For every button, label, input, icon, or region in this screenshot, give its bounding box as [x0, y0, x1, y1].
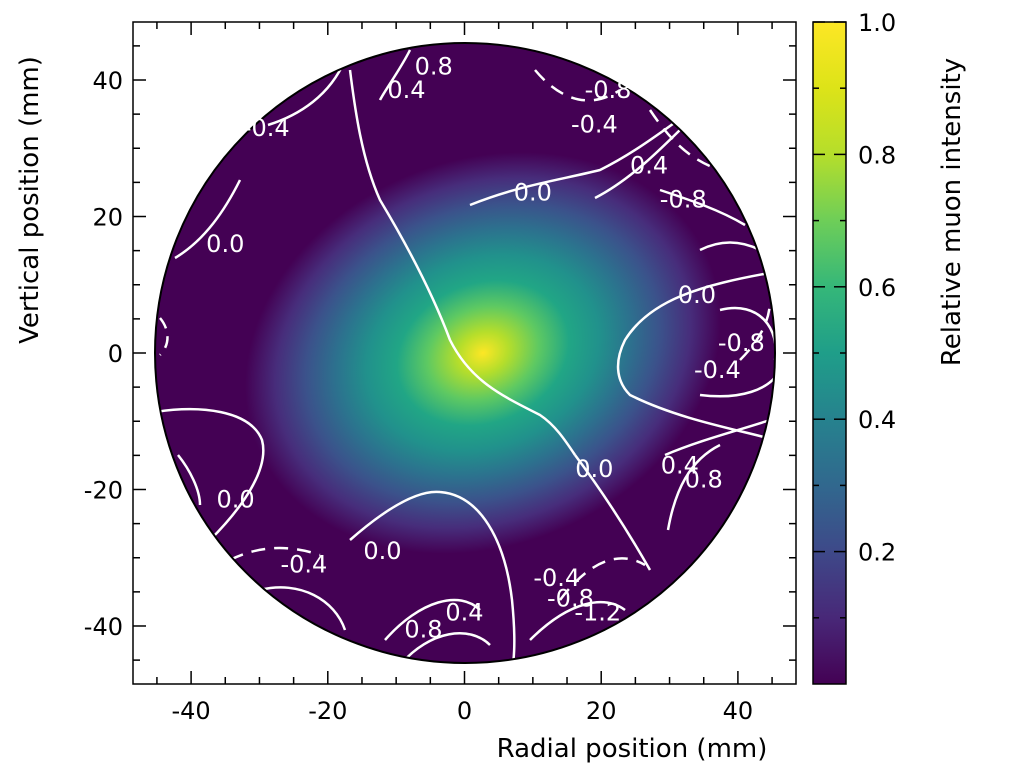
contour-label: 0.4	[445, 598, 483, 626]
contour-line-right-3	[719, 306, 775, 361]
contour-label: 0.4	[630, 151, 668, 179]
contour-line-top-left-2	[267, 59, 347, 127]
contour-label: -1.2	[574, 598, 621, 626]
contour-line-bottom-left-2	[177, 454, 202, 506]
overlay-contours	[155, 49, 775, 663]
y-tick-label: -20	[84, 476, 123, 504]
colorbar-tick-label: 0.2	[858, 539, 896, 567]
contour-label: 0.8	[404, 615, 442, 643]
x-tick-label: -40	[171, 697, 210, 725]
contour-line-bottom-right-1	[573, 454, 652, 571]
contour-line-04-bottom-center	[384, 598, 481, 641]
y-tick-label: 20	[92, 204, 123, 232]
contour-line-zero-bottom-center	[349, 490, 516, 663]
contour-line-08-bottom-center	[399, 632, 491, 663]
contour-label: -0.8	[585, 76, 632, 104]
contour-label: -0.8	[660, 185, 707, 213]
contour-line-top-right-dashed-1	[534, 69, 621, 102]
contour-line-top-left-1	[378, 49, 412, 101]
contour-labels: 0.80.4-0.4-0.8-0.40.00.4-0.80.00.0-0.8-0…	[206, 52, 765, 643]
contour-line-bottom-left-dashed	[229, 546, 321, 562]
contour-label: -0.4	[280, 551, 327, 579]
contour-label: 0.8	[415, 52, 453, 80]
contour-label: 0.0	[216, 486, 254, 514]
contour-line-right-1	[664, 418, 771, 457]
x-tick-label: 40	[723, 697, 754, 725]
contour-label: 0.4	[387, 76, 425, 104]
beam-outline	[154, 42, 776, 664]
contour-line-top-right-dashed-2	[648, 109, 721, 172]
colorbar-ticks: 0.2 0.4 0.6 0.8 1.0	[813, 9, 896, 619]
contour-label: -0.8	[547, 585, 594, 613]
colorbar-title: Relative muon intensity	[937, 58, 967, 366]
contour-label: -0.4	[533, 564, 580, 592]
contour-label: -0.4	[571, 110, 618, 138]
y-tick-label: 40	[92, 67, 123, 95]
contour-label: 0.0	[363, 537, 401, 565]
colorbar-tick-label: 1.0	[858, 9, 896, 37]
contour-line-bottom-right-dashed	[559, 557, 646, 601]
contour-label: 0.0	[678, 281, 716, 309]
contour-line-top-right-3	[699, 241, 761, 252]
contour-line-bottom-right-2	[529, 601, 626, 641]
y-tick-label: 0	[108, 340, 123, 368]
colorbar-tick-label: 0.8	[858, 141, 896, 169]
contour-label: -0.8	[718, 329, 765, 357]
contour-label: -0.4	[243, 114, 290, 142]
contour-line-zero-main	[348, 69, 577, 456]
contour-line-bottom-left-3	[259, 586, 347, 631]
y-axis: -40 -20 0 20 40	[84, 45, 796, 661]
colorbar-tick-label: 0.6	[858, 274, 896, 302]
contour-line-zero-left	[174, 179, 242, 260]
contour-label: 0.0	[575, 455, 613, 483]
x-axis: -40 -20 0 20 40	[156, 22, 773, 725]
contour-line-left-dashed	[159, 317, 169, 356]
contour-line-zero-top-right	[469, 103, 701, 207]
x-tick-label: 20	[586, 697, 617, 725]
contour-line-top-right-2	[659, 188, 746, 227]
x-tick-label: -20	[308, 697, 347, 725]
x-tick-label: 0	[457, 697, 472, 725]
contour-line-right-dashed	[739, 299, 772, 361]
contour-line-right-2	[666, 443, 721, 531]
contour-label: -0.4	[694, 356, 741, 384]
contour-line-zero-right	[616, 270, 775, 442]
colorbar-tick-label: 0.4	[858, 406, 896, 434]
x-axis-title: Radial position (mm)	[497, 734, 768, 764]
contour-label: 0.8	[685, 465, 723, 493]
beam-intensity-disk	[155, 43, 775, 663]
contour-label: 0.0	[206, 230, 244, 258]
y-tick-label: -40	[84, 613, 123, 641]
contour-line-right-4	[699, 369, 775, 398]
contour-line-zero-bottom-left	[155, 407, 265, 541]
contour-label: 0.0	[514, 179, 552, 207]
y-axis-title: Vertical position (mm)	[15, 56, 45, 344]
contour-label: 0.4	[661, 452, 699, 480]
